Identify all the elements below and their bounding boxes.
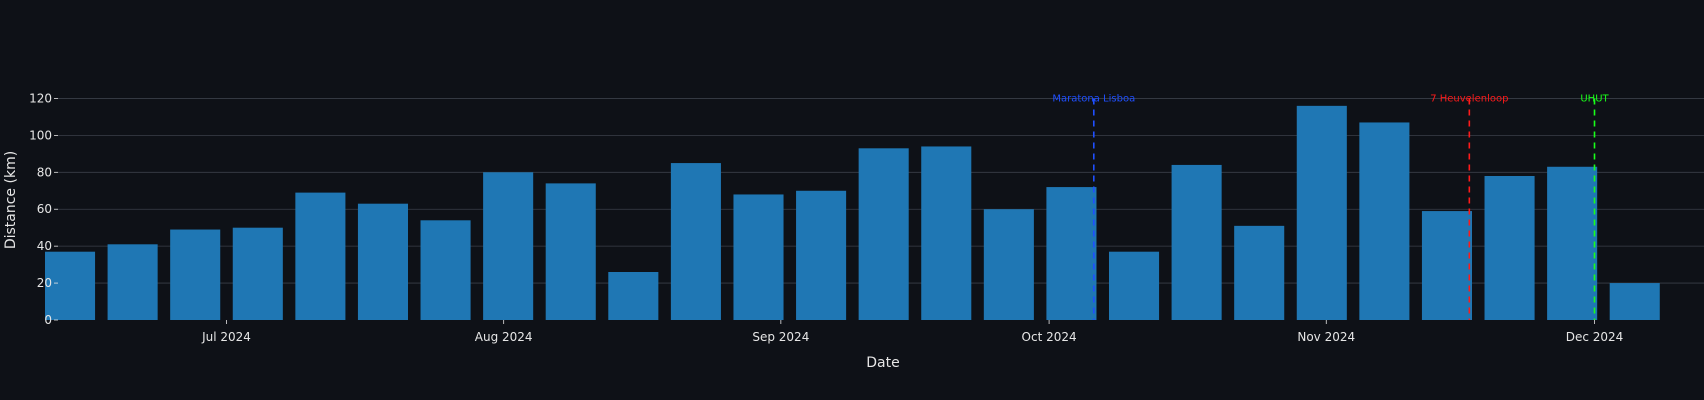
bar xyxy=(608,272,659,320)
bar xyxy=(1359,122,1410,320)
x-tick-label: Sep 2024 xyxy=(752,330,809,344)
bar xyxy=(295,192,346,320)
bar xyxy=(107,244,158,320)
bar xyxy=(232,227,283,320)
y-axis-title: Distance (km) xyxy=(3,151,19,249)
bar xyxy=(858,148,909,320)
event-label: UHUT xyxy=(1580,93,1609,104)
x-tick-label: Oct 2024 xyxy=(1022,330,1077,344)
x-tick-label: Dec 2024 xyxy=(1566,330,1624,344)
event-markers: Maratona Lisboa 7 Heuvelenloop UHUT xyxy=(1052,93,1610,320)
bar xyxy=(1484,176,1535,320)
bar xyxy=(796,190,847,320)
bar xyxy=(420,220,471,320)
y-tick-label: 100 xyxy=(29,128,52,142)
bar xyxy=(44,251,96,320)
y-tick-label: 0 xyxy=(44,313,52,327)
event-label: Maratona Lisboa xyxy=(1052,93,1135,104)
bar xyxy=(1234,225,1285,320)
y-tick-label: 80 xyxy=(37,165,52,179)
bar xyxy=(545,183,596,320)
y-tick-label: 60 xyxy=(37,202,52,216)
bar xyxy=(983,209,1034,320)
bar xyxy=(170,229,221,320)
x-axis: Jul 2024 Aug 2024 Sep 2024 Oct 2024 Nov 2024… xyxy=(201,320,1623,344)
bar xyxy=(670,163,721,320)
x-tick-label: Nov 2024 xyxy=(1297,330,1355,344)
bars xyxy=(44,105,1660,320)
bar xyxy=(921,146,972,320)
y-tick-label: 120 xyxy=(29,91,52,105)
y-tick-label: 40 xyxy=(37,239,52,253)
bar xyxy=(733,194,784,320)
x-tick-label: Aug 2024 xyxy=(475,330,533,344)
bar xyxy=(1547,166,1598,320)
bar xyxy=(1046,187,1097,320)
bar xyxy=(1296,105,1347,320)
bar xyxy=(1609,283,1660,320)
bar xyxy=(1421,211,1473,320)
y-tick-label: 20 xyxy=(37,276,52,290)
x-tick-label: Jul 2024 xyxy=(201,330,251,344)
bar xyxy=(483,172,534,320)
bar xyxy=(1171,164,1222,320)
bar xyxy=(1108,251,1160,320)
y-axis: 0 20 40 60 80 100 120 xyxy=(29,91,58,327)
event-label: 7 Heuvelenloop xyxy=(1430,93,1508,104)
bar xyxy=(357,203,409,320)
x-axis-title: Date xyxy=(866,355,899,371)
